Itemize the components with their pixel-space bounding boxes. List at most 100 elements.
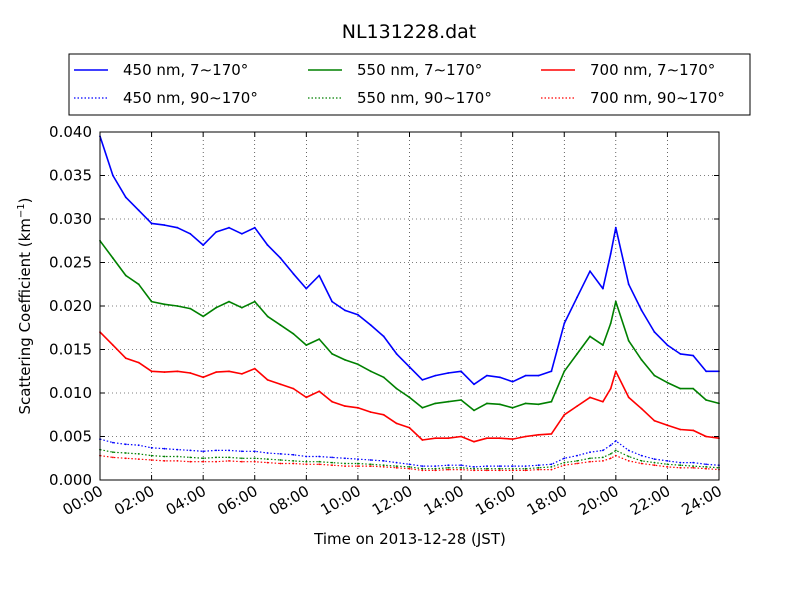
series-0-point (408, 366, 411, 368)
legend-label-5: 700 nm, 90∼170° (590, 89, 725, 107)
series-5-point (124, 457, 127, 460)
series-5-point (447, 468, 450, 471)
series-4-point (640, 407, 643, 410)
series-2-point (202, 315, 205, 318)
series-1-point (408, 463, 411, 466)
y-axis-label-main: Scattering Coefficient (km (16, 218, 34, 414)
series-5-point (679, 466, 682, 469)
series-0-point (563, 322, 566, 325)
x-axis-label: Time on 2013-12-28 (JST) (313, 530, 506, 548)
series-4-point (215, 371, 218, 373)
x-tick-label: 24:00 (679, 482, 725, 519)
series-4-point (602, 400, 604, 403)
series-0-point (576, 296, 578, 299)
series-1-point (163, 447, 166, 450)
series-0-point (176, 226, 179, 229)
series-0-point (666, 344, 669, 346)
series-3-point (344, 462, 346, 465)
series-0-point (331, 300, 333, 303)
series-0-point (137, 209, 140, 212)
series-3-point (150, 454, 153, 457)
series-4-point (511, 438, 514, 440)
series-0-point (124, 196, 127, 199)
series-1-point (137, 444, 140, 447)
series-line-5 (99, 455, 720, 471)
series-1-point (537, 464, 540, 467)
series-5-point (640, 462, 643, 465)
series-4-point (357, 406, 359, 409)
chart-title: NL131228.dat (342, 21, 477, 43)
series-4-point (447, 437, 450, 440)
series-5-point (460, 468, 462, 471)
series-1-point (434, 465, 437, 467)
series-1-point (602, 449, 604, 452)
series-1-point (266, 452, 269, 454)
x-tick-label: 14:00 (421, 482, 467, 519)
series-5-point (614, 454, 617, 457)
series-0-point (344, 309, 346, 312)
series-2-point (614, 300, 617, 303)
series-3-point (137, 453, 140, 455)
series-4-point (434, 437, 437, 440)
series-0-point (679, 353, 682, 355)
series-0-point (447, 372, 450, 374)
series-3-point (627, 455, 630, 458)
series-5-point (511, 469, 514, 472)
legend-label-4: 700 nm, 7∼170° (590, 61, 715, 79)
series-2-point (395, 387, 398, 390)
series-1-point (215, 449, 218, 452)
series-0-point (253, 226, 256, 229)
series-5-point (241, 460, 243, 463)
series-1-point (447, 464, 450, 467)
series-3-point (563, 461, 566, 464)
series-4-point (176, 370, 179, 373)
series-1-point (486, 465, 488, 467)
series-2-point (124, 274, 127, 277)
series-1-point (344, 457, 346, 460)
series-3-point (679, 464, 682, 467)
series-2-point (473, 409, 475, 412)
series-5-point (408, 467, 411, 470)
series-0-point (589, 270, 591, 273)
series-2-point (524, 402, 527, 405)
series-4-point (344, 405, 346, 407)
series-4-point (679, 428, 682, 431)
series-2-point (486, 402, 488, 405)
series-2-point (447, 400, 450, 403)
series-4-point (421, 439, 424, 441)
series-3-point (202, 457, 205, 460)
series-0-point (550, 370, 553, 373)
series-4-point (202, 376, 205, 379)
series-2-point (241, 306, 243, 309)
series-0-point (602, 287, 604, 290)
series-3-point (357, 462, 359, 465)
series-4-point (576, 405, 578, 407)
series-4-point (408, 426, 411, 429)
series-5-point (202, 460, 205, 463)
series-5-point (344, 465, 346, 467)
series-5-point (524, 469, 527, 472)
series-0-point (653, 331, 656, 333)
series-0-point (189, 232, 192, 235)
series-5-point (498, 469, 501, 472)
y-tick-label: 0.040 (49, 123, 92, 141)
series-2-point (150, 300, 153, 303)
series-0-point (369, 324, 372, 326)
series-2-point (357, 363, 359, 366)
series-0-point (692, 354, 695, 357)
series-4-point (124, 357, 127, 360)
legend-label-0: 450 nm, 7∼170° (123, 61, 248, 79)
series-5-point (279, 462, 282, 465)
series-1-point (357, 458, 359, 460)
series-2-point (382, 376, 385, 379)
series-0-point (305, 287, 308, 290)
series-line-3 (99, 449, 720, 470)
x-tick-label: 02:00 (111, 482, 157, 519)
series-2-point (137, 283, 140, 286)
y-tick-label: 0.030 (49, 210, 92, 228)
series-0-point (292, 272, 295, 275)
series-4-point (163, 371, 166, 373)
series-3-point (215, 456, 218, 459)
series-4-point (627, 396, 630, 399)
series-4-point (614, 370, 617, 373)
